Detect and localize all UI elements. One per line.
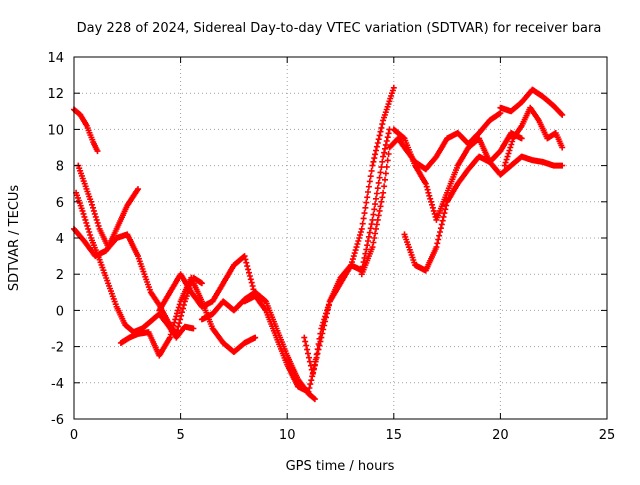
x-tick-label: 5 [176, 428, 184, 443]
y-axis-label: SDTVAR / TECUs [7, 185, 22, 292]
y-tick-label: 0 [56, 304, 64, 319]
series-markers [71, 106, 101, 155]
y-tick-label: 8 [56, 160, 64, 175]
x-tick-label: 25 [599, 428, 616, 443]
series-markers [497, 86, 566, 118]
series-arc-6 [156, 253, 259, 314]
series-arc-14 [501, 104, 566, 169]
x-axis-label: GPS time / hours [286, 459, 395, 474]
y-tick-label: -4 [51, 377, 64, 392]
y-tick-label: 10 [47, 123, 64, 138]
series-arc-9 [301, 126, 393, 377]
series-markers [401, 130, 525, 274]
y-tick-label: -2 [51, 341, 64, 356]
series-arc-12 [390, 126, 566, 223]
x-tick-label: 20 [492, 428, 509, 443]
series-markers [301, 126, 393, 377]
data-series [71, 84, 566, 403]
y-tick-label: 12 [47, 87, 64, 102]
series-markers [117, 274, 259, 359]
series-arc-5 [117, 274, 259, 359]
series-markers [390, 126, 566, 223]
series-markers [501, 104, 566, 169]
y-tick-label: 6 [56, 196, 64, 211]
series-arc-13 [497, 86, 566, 118]
x-tick-label: 0 [70, 428, 78, 443]
y-tick-label: 2 [56, 268, 64, 283]
series-arc-11 [401, 130, 525, 274]
y-tick-label: 14 [47, 51, 64, 66]
axis-ticks: 0 5 10 15 20 25 -6 -4 -2 0 2 4 6 8 10 12 14 [47, 51, 615, 443]
x-tick-label: 15 [386, 428, 403, 443]
series-arc-1 [71, 106, 101, 155]
series-markers [156, 253, 259, 314]
y-tick-label: 4 [56, 232, 64, 247]
y-tick-label: -6 [51, 413, 64, 428]
chart-title: Day 228 of 2024, Sidereal Day-to-day VTE… [77, 21, 602, 36]
x-tick-label: 10 [279, 428, 296, 443]
series-arc-2 [73, 189, 197, 341]
series-markers [73, 189, 197, 341]
